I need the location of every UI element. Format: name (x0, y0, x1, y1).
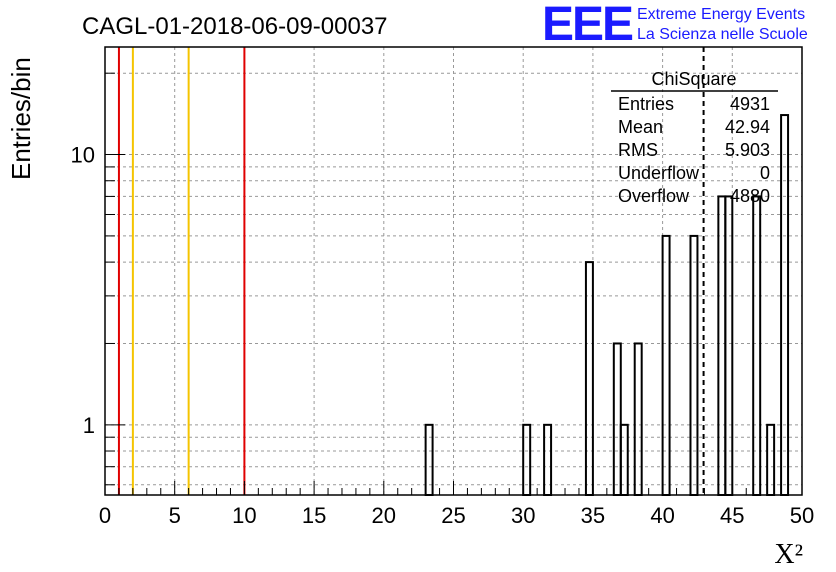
stats-value: 4880 (730, 186, 770, 206)
histogram-bins (424, 114, 790, 496)
stats-value: 0 (760, 163, 770, 183)
stats-label: Mean (618, 117, 663, 137)
x-tick-label: 40 (650, 503, 674, 528)
x-tick-label: 0 (99, 503, 111, 528)
stats-value: 42.94 (725, 117, 770, 137)
axis-ticks: 0 5 10 15 20 25 30 35 40 45 50 1 10 (71, 72, 814, 528)
x-tick-label: 15 (302, 503, 326, 528)
histogram-bar (724, 195, 734, 496)
stats-label: Overflow (618, 186, 690, 206)
stats-label: Underflow (618, 163, 700, 183)
x-tick-label: 45 (720, 503, 744, 528)
logo-mark: EEE (542, 0, 633, 51)
reference-lines (117, 47, 705, 495)
x-tick-label: 35 (581, 503, 605, 528)
stats-title: ChiSquare (651, 69, 736, 89)
stats-value: 4931 (730, 94, 770, 114)
logo-line1: Extreme Energy Events (637, 6, 805, 23)
x-tick-label: 50 (790, 503, 814, 528)
eee-logo: EEE Extreme Energy Events La Scienza nel… (542, 0, 808, 51)
x-tick-label: 10 (232, 503, 256, 528)
logo-line2: La Scienza nelle Scuole (637, 26, 808, 43)
stats-box: ChiSquare Entries 4931 Mean 42.94 RMS 5.903 Un… (611, 69, 778, 206)
x-tick-label: 30 (511, 503, 535, 528)
stats-label: Entries (618, 94, 674, 114)
x-tick-label: 20 (372, 503, 396, 528)
histogram-bar (752, 195, 762, 496)
histogram-bar (689, 234, 699, 496)
x-tick-label: 5 (169, 503, 181, 528)
stats-label: RMS (618, 140, 658, 160)
stats-value: 5.903 (725, 140, 770, 160)
histogram-bar (584, 261, 594, 496)
histogram-bar (612, 342, 622, 496)
y-tick-label: 1 (83, 413, 95, 438)
x-axis-label: X² (774, 539, 803, 570)
x-tick-label: 25 (441, 503, 465, 528)
y-tick-label: 10 (71, 143, 95, 168)
histogram-bar (717, 195, 727, 496)
histogram-bar (780, 114, 790, 496)
chart-title: CAGL-01-2018-06-09-00037 (82, 13, 388, 40)
grid (105, 47, 802, 495)
y-axis-label: Entries/bin (6, 57, 36, 180)
histogram-bar (633, 342, 643, 496)
histogram-bar (661, 234, 671, 496)
